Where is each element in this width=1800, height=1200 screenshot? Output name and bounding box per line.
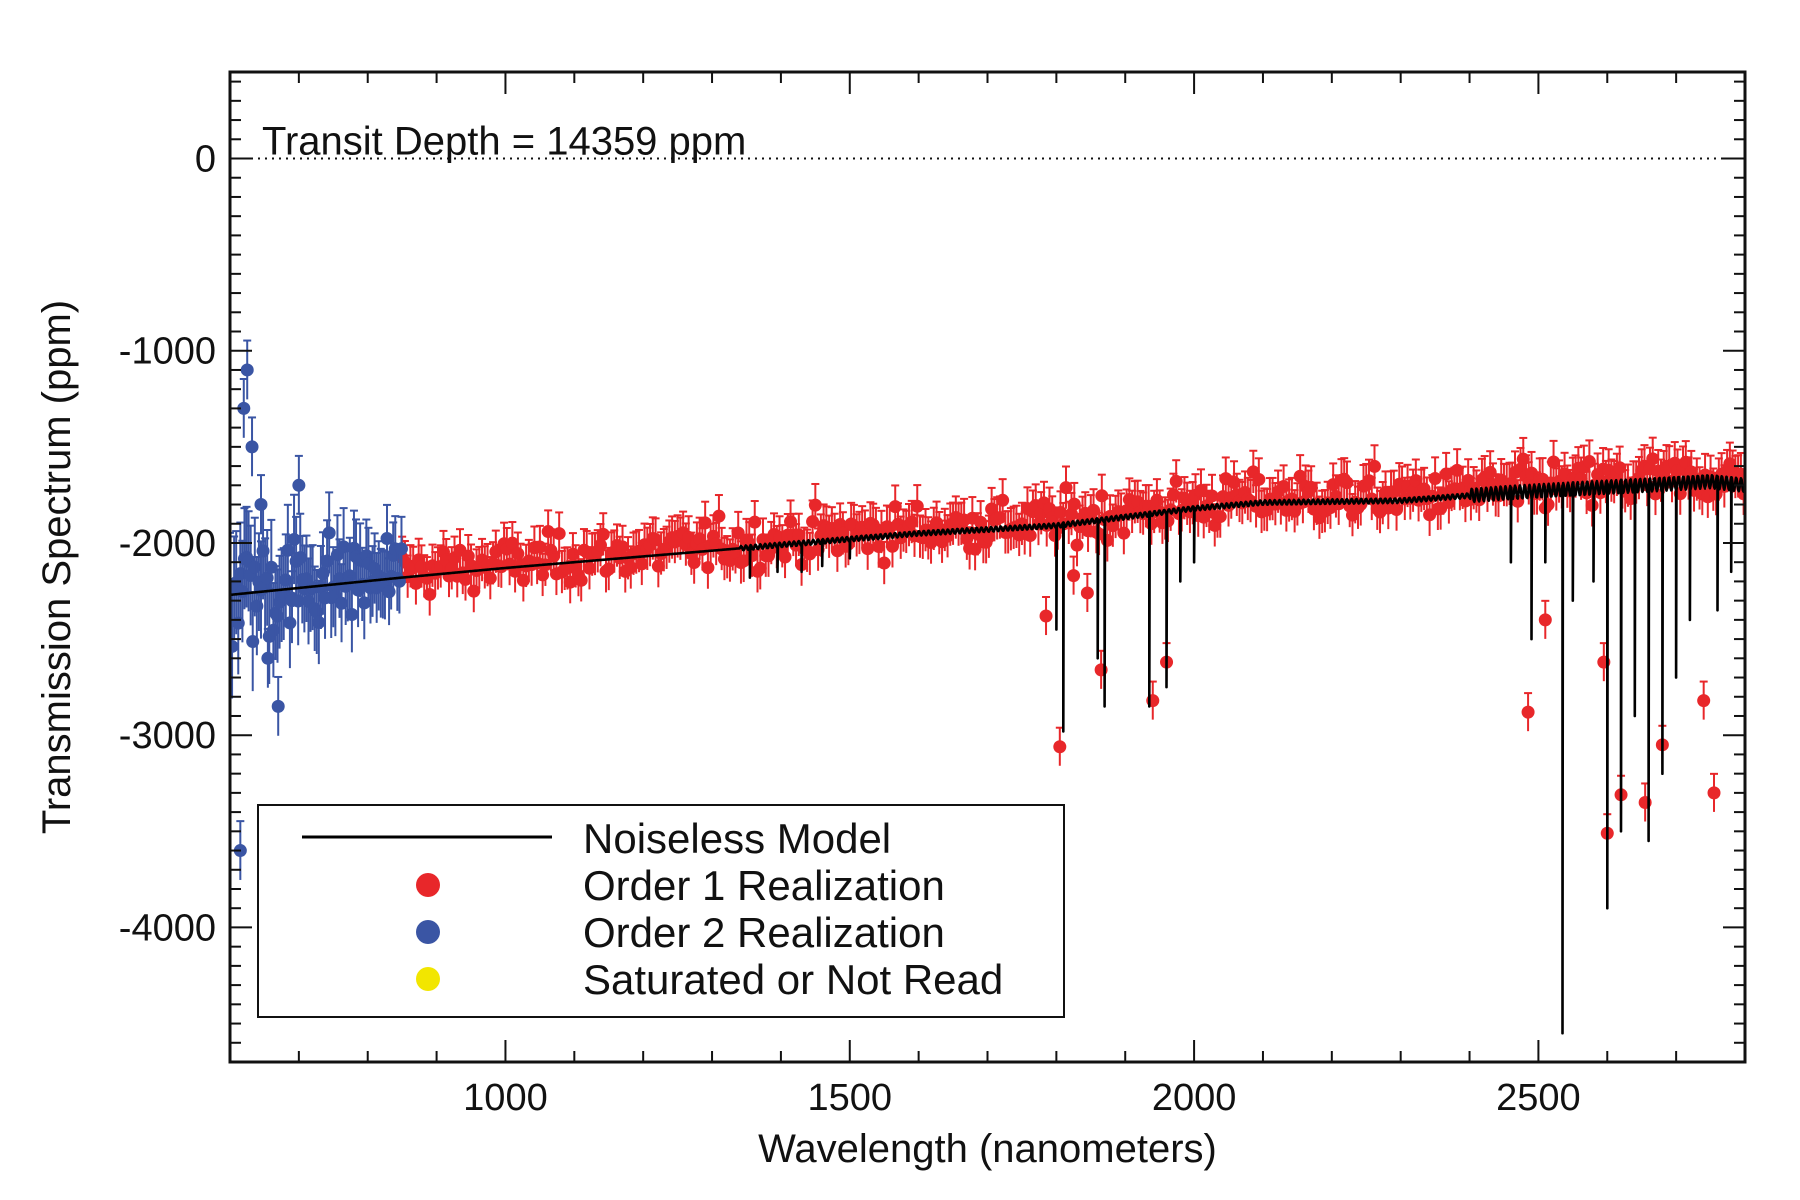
order1-point — [1541, 498, 1555, 512]
order2-point — [345, 608, 359, 622]
order1-outlier-point — [1039, 609, 1053, 623]
order1-point — [808, 498, 822, 512]
order2-outlier-point — [245, 440, 259, 454]
order1-point — [552, 527, 566, 541]
x-tick-label: 2000 — [1152, 1077, 1237, 1119]
legend-label-order-1: Order 1 Realization — [583, 862, 945, 909]
order2-outlier-point — [237, 401, 251, 415]
order1-point — [910, 499, 924, 513]
axes: 1000 1500 2000 2500 0 -1000 -2000 -3000 -4000 — [119, 70, 1747, 1119]
order1-point — [1205, 489, 1219, 503]
order2-outlier-point — [271, 699, 285, 713]
order1-point — [574, 573, 588, 587]
y-tick-label: -2000 — [119, 523, 216, 565]
order1-point — [698, 516, 712, 530]
order1-point — [1646, 452, 1660, 466]
order1-point — [877, 556, 891, 570]
order1-point — [511, 547, 525, 561]
order1-point — [996, 493, 1010, 507]
order2-outlier-point — [240, 363, 254, 377]
order1-point — [1023, 529, 1037, 543]
order1-point — [1169, 474, 1183, 488]
transit-depth-annotation: Transit Depth = 14359 ppm — [262, 120, 746, 164]
order1-point — [483, 571, 497, 585]
order1-point — [1067, 497, 1081, 511]
order2-point — [380, 532, 394, 546]
order1-point — [1194, 484, 1208, 498]
order1-point — [778, 550, 792, 564]
order1-outlier-point — [1521, 705, 1535, 719]
legend-label-order-2: Order 2 Realization — [583, 909, 945, 956]
x-tick-label: 2500 — [1496, 1077, 1581, 1119]
y-tick-label: -3000 — [119, 715, 216, 757]
order2-point — [382, 585, 396, 599]
plot-area — [230, 157, 1745, 1035]
order2-outlier-point — [292, 478, 306, 492]
order2-outlier-point — [261, 651, 275, 665]
order1-point — [1582, 455, 1596, 469]
order2-point — [287, 532, 301, 546]
order2-point — [322, 526, 336, 540]
order2-outlier-point — [285, 594, 299, 608]
order1-point — [1368, 459, 1382, 473]
order1-point — [748, 515, 762, 529]
order1-point — [1252, 472, 1266, 486]
legend: Noiseless Model Order 1 Realization Orde… — [257, 804, 1065, 1018]
legend-swatch-order-2 — [416, 920, 440, 944]
order1-point — [1293, 469, 1307, 483]
order2-point — [283, 616, 297, 630]
order1-point — [1340, 476, 1354, 490]
order1-outlier-point — [1538, 613, 1552, 627]
order1-point — [982, 530, 996, 544]
order1-point — [885, 539, 899, 553]
order1-point — [753, 561, 767, 575]
order1-point — [712, 509, 726, 523]
order1-point — [1585, 498, 1599, 512]
order1-outlier-point — [1707, 786, 1721, 800]
noiseless-model-line — [230, 474, 1745, 1035]
order1-point — [1439, 467, 1453, 481]
legend-box — [257, 804, 1065, 1018]
order2-point — [357, 596, 371, 610]
order1-point — [1547, 455, 1561, 469]
legend-swatch-order-1 — [416, 873, 440, 897]
order1-point — [1117, 526, 1131, 540]
order1-point — [701, 561, 715, 575]
order2-point — [394, 542, 408, 556]
order2-point — [230, 639, 239, 653]
order1-point — [861, 542, 875, 556]
order1-point — [1059, 481, 1073, 495]
order1-point — [792, 528, 806, 542]
order1-outlier-point — [1080, 586, 1094, 600]
order1-point — [596, 527, 610, 541]
order2-outlier-point — [254, 498, 268, 512]
y-tick-label: 0 — [195, 139, 216, 181]
x-axis-title: Wavelength (nanometers) — [758, 1127, 1217, 1171]
legend-swatch-saturated — [416, 967, 440, 991]
order1-point — [1390, 503, 1404, 517]
order2-point — [312, 615, 326, 629]
x-tick-label: 1500 — [807, 1077, 892, 1119]
order1-outlier-point — [1067, 569, 1081, 583]
legend-label-saturated: Saturated or Not Read — [583, 956, 1003, 1003]
y-axis-title: Transmission Spectrum (ppm) — [35, 300, 79, 834]
order1-point — [1213, 510, 1227, 524]
order1-point — [423, 587, 437, 601]
order1-point — [888, 500, 902, 514]
legend-label-noiseless-model: Noiseless Model — [583, 815, 891, 862]
order2-series — [230, 339, 408, 880]
y-tick-label: -1000 — [119, 331, 216, 373]
order1-point — [1428, 472, 1442, 486]
order1-outlier-point — [1053, 740, 1067, 754]
order1-point — [649, 533, 663, 547]
order1-point — [505, 536, 519, 550]
order1-outlier-point — [1697, 694, 1711, 708]
y-tick-label: -4000 — [119, 907, 216, 949]
order1-point — [1070, 538, 1084, 552]
x-tick-label: 1000 — [463, 1077, 548, 1119]
